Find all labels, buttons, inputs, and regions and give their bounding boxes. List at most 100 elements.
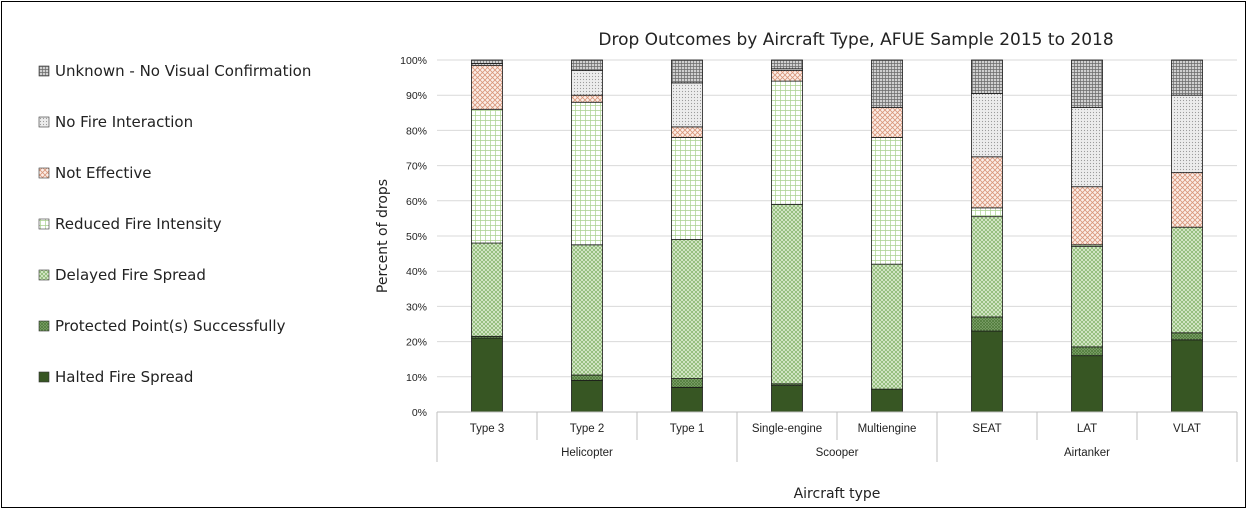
y-tick-label: 20% bbox=[406, 337, 427, 349]
legend-swatch-halted-fire-spread bbox=[38, 371, 50, 383]
legend-label-not-effective: Not Effective bbox=[55, 164, 152, 182]
bar-segment-not-effective bbox=[571, 94, 603, 103]
legend-swatch-unknown-no-visual-confirmation bbox=[38, 65, 50, 77]
bar-segment-halted-fire-spread bbox=[1071, 355, 1103, 413]
bar-segment-unknown-no-visual-confirmation bbox=[571, 59, 603, 71]
bar-segment-halted-fire-spread bbox=[571, 379, 603, 413]
chart-title: Drop Outcomes by Aircraft Type, AFUE Sam… bbox=[598, 30, 1113, 50]
bar-segment-protected-point-s-successfully bbox=[1071, 346, 1103, 357]
bar-segment-no-fire-interaction bbox=[671, 82, 703, 128]
legend-label-delayed-fire-spread: Delayed Fire Spread bbox=[55, 266, 206, 284]
bar-segment-no-fire-interaction bbox=[571, 70, 603, 96]
bar-segment-delayed-fire-spread bbox=[1171, 226, 1203, 334]
legend-label-protected-point-s-successfully: Protected Point(s) Successfully bbox=[55, 317, 286, 335]
bar-segment-halted-fire-spread bbox=[971, 330, 1003, 413]
bar-segment-delayed-fire-spread bbox=[471, 242, 503, 337]
legend-label-unknown-no-visual-confirmation: Unknown - No Visual Confirmation bbox=[55, 62, 311, 80]
bar-segment-halted-fire-spread bbox=[671, 386, 703, 413]
bar-segment-halted-fire-spread bbox=[1171, 339, 1203, 413]
bar-type-3 bbox=[471, 59, 503, 413]
y-tick-label: 80% bbox=[406, 125, 427, 137]
group-label-scooper: Scooper bbox=[816, 447, 859, 459]
y-tick-label: 0% bbox=[412, 407, 427, 419]
y-tick-label: 70% bbox=[406, 161, 427, 173]
y-tick-label: 100% bbox=[400, 55, 427, 67]
bar-segment-unknown-no-visual-confirmation bbox=[871, 59, 903, 108]
bar-segment-not-effective bbox=[471, 64, 503, 110]
legend-swatch-no-fire-interaction bbox=[38, 116, 50, 128]
bar-segment-unknown-no-visual-confirmation bbox=[671, 59, 703, 84]
bar-segment-no-fire-interaction bbox=[1071, 107, 1103, 188]
x-axis: Type 3 Type 2 Type 1 Single-engine Multiengi… bbox=[436, 411, 1238, 462]
bar-segment-not-effective bbox=[971, 156, 1003, 209]
x-tick-label: Type 3 bbox=[470, 423, 505, 435]
bar-multiengine bbox=[871, 59, 903, 413]
bar-segment-halted-fire-spread bbox=[471, 337, 503, 413]
bar-segment-unknown-no-visual-confirmation bbox=[971, 59, 1003, 94]
bar-segment-reduced-fire-intensity bbox=[771, 80, 803, 205]
legend-swatch-reduced-fire-intensity bbox=[38, 218, 50, 230]
bar-segment-halted-fire-spread bbox=[771, 385, 803, 413]
legend-swatch-protected-point-s-successfully bbox=[38, 320, 50, 332]
y-tick-label: 90% bbox=[406, 90, 427, 102]
legend-swatch-delayed-fire-spread bbox=[38, 269, 50, 281]
x-tick-label: Multiengine bbox=[858, 423, 917, 435]
bar-segment-protected-point-s-successfully bbox=[571, 374, 603, 381]
legend-swatch-not-effective bbox=[38, 167, 50, 179]
group-label-helicopter: Helicopter bbox=[561, 447, 613, 459]
x-tick-label: LAT bbox=[1077, 423, 1097, 435]
gridlines bbox=[437, 59, 1237, 413]
y-axis-ticks: 0% 10% 20% 30% 40% 50% 60% 70% 80% 90% 100% bbox=[400, 55, 427, 419]
bar-type-1 bbox=[671, 59, 703, 413]
y-tick-label: 60% bbox=[406, 196, 427, 208]
y-tick-label: 40% bbox=[406, 266, 427, 278]
bars bbox=[471, 59, 1203, 413]
bar-segment-reduced-fire-intensity bbox=[471, 108, 503, 244]
bar-single-engine bbox=[771, 59, 803, 413]
bar-segment-reduced-fire-intensity bbox=[871, 137, 903, 265]
bar-segment-unknown-no-visual-confirmation bbox=[1171, 59, 1203, 96]
bar-segment-no-fire-interaction bbox=[971, 93, 1003, 158]
bar-segment-delayed-fire-spread bbox=[671, 239, 703, 379]
bar-segment-unknown-no-visual-confirmation bbox=[1071, 59, 1103, 108]
bar-segment-protected-point-s-successfully bbox=[1171, 332, 1203, 341]
bar-vlat bbox=[1171, 59, 1203, 413]
bar-segment-reduced-fire-intensity bbox=[971, 207, 1003, 218]
y-tick-label: 50% bbox=[406, 231, 427, 243]
legend: Unknown - No Visual Confirmation No Fire … bbox=[38, 62, 311, 386]
bar-segment-delayed-fire-spread bbox=[871, 263, 903, 390]
bar-type-2 bbox=[571, 59, 603, 413]
bar-segment-not-effective bbox=[871, 107, 903, 138]
bar-segment-reduced-fire-intensity bbox=[671, 137, 703, 240]
x-tick-label: Single-engine bbox=[752, 423, 822, 435]
y-axis-label: Percent of drops bbox=[375, 179, 391, 293]
x-tick-label: SEAT bbox=[972, 423, 1001, 435]
legend-label-halted-fire-spread: Halted Fire Spread bbox=[55, 368, 193, 386]
bar-segment-no-fire-interaction bbox=[1171, 94, 1203, 174]
bar-segment-delayed-fire-spread bbox=[571, 244, 603, 376]
bar-segment-protected-point-s-successfully bbox=[671, 378, 703, 388]
bar-segment-protected-point-s-successfully bbox=[971, 316, 1003, 332]
bar-segment-delayed-fire-spread bbox=[771, 203, 803, 385]
group-label-airtanker: Airtanker bbox=[1064, 447, 1110, 459]
y-tick-label: 10% bbox=[406, 372, 427, 384]
bar-seat bbox=[971, 59, 1003, 413]
bar-lat bbox=[1071, 59, 1103, 413]
x-tick-label: Type 2 bbox=[570, 423, 605, 435]
bar-segment-not-effective bbox=[671, 126, 703, 138]
x-axis-label: Aircraft type bbox=[794, 486, 881, 502]
bar-segment-delayed-fire-spread bbox=[1071, 246, 1103, 348]
x-tick-label: Type 1 bbox=[670, 423, 705, 435]
y-tick-label: 30% bbox=[406, 301, 427, 313]
x-tick-label: VLAT bbox=[1173, 423, 1201, 435]
bar-segment-not-effective bbox=[1171, 172, 1203, 228]
legend-label-no-fire-interaction: No Fire Interaction bbox=[55, 113, 193, 131]
bar-segment-delayed-fire-spread bbox=[971, 216, 1003, 318]
legend-label-reduced-fire-intensity: Reduced Fire Intensity bbox=[55, 215, 222, 233]
bar-segment-halted-fire-spread bbox=[871, 388, 903, 413]
bar-segment-reduced-fire-intensity bbox=[571, 101, 603, 246]
bar-segment-not-effective bbox=[1071, 186, 1103, 246]
bar-segment-not-effective bbox=[771, 70, 803, 82]
bar-segment-unknown-no-visual-confirmation bbox=[471, 59, 503, 64]
